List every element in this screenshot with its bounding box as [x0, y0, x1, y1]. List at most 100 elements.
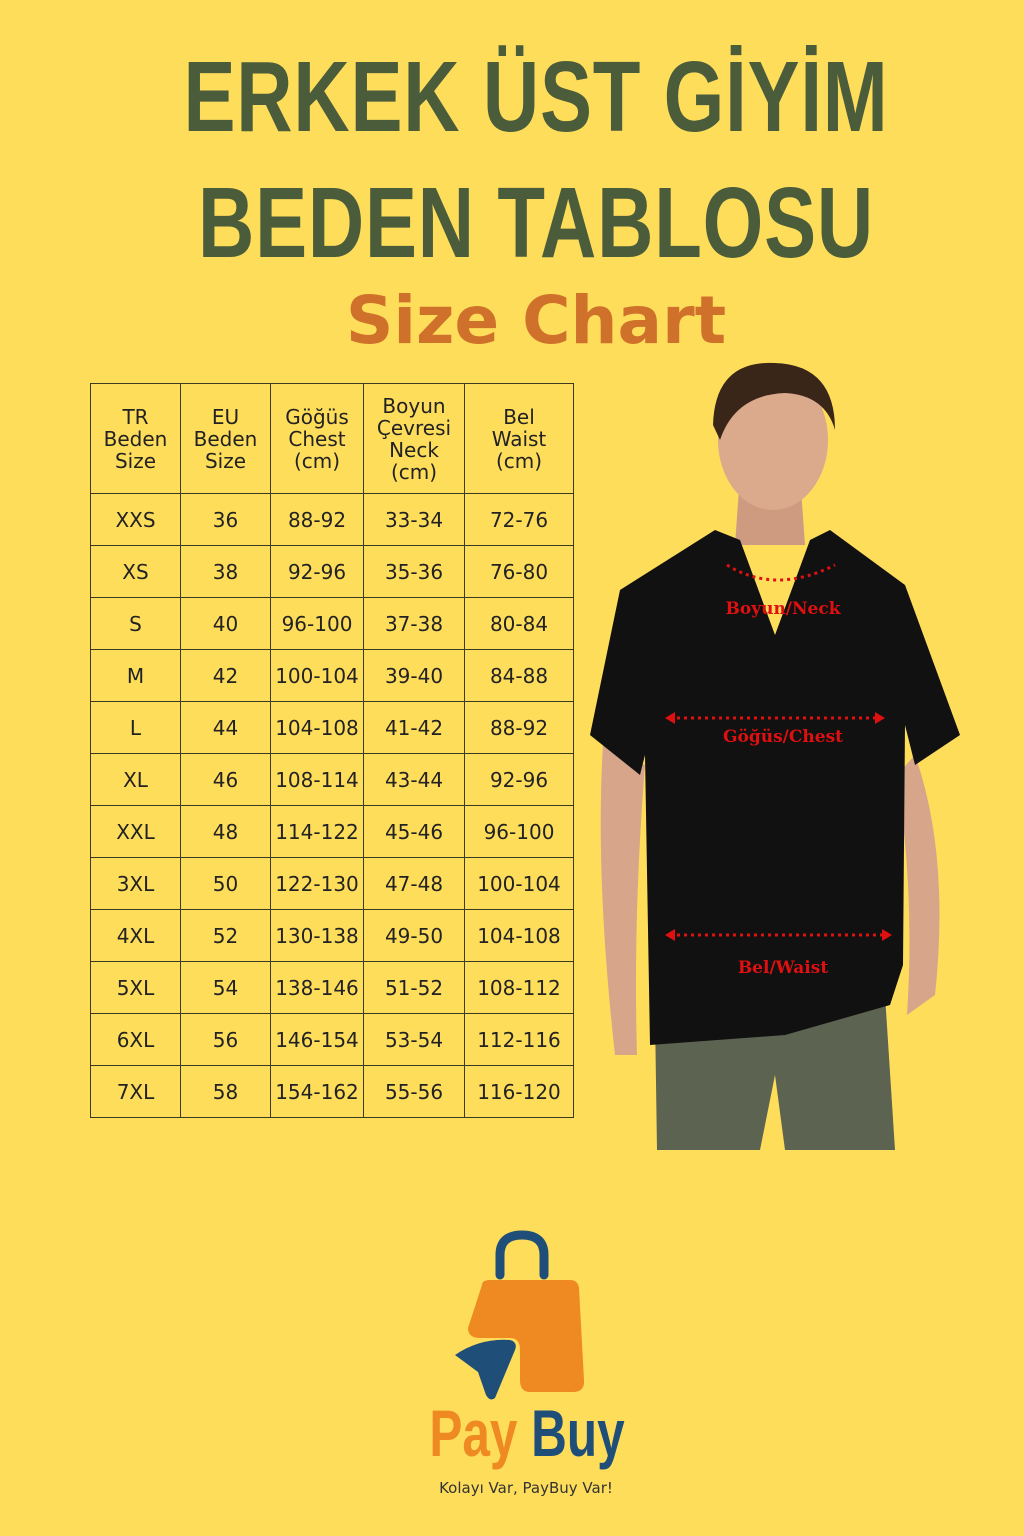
- brand-buy: Buy: [531, 1396, 625, 1470]
- table-cell: 49-50: [363, 909, 465, 962]
- table-cell: 33-34: [363, 493, 465, 546]
- table-cell: 43-44: [363, 753, 465, 806]
- header-line: (cm): [293, 448, 341, 473]
- column-header: EU Beden Size: [180, 383, 271, 494]
- table-cell: XL: [90, 753, 181, 806]
- hair: [713, 362, 835, 440]
- table-row: 6XL 56 146-154 53-54 112-116: [90, 1013, 574, 1066]
- table-cell: 42: [180, 649, 271, 702]
- table-cell: S: [90, 597, 181, 650]
- table-cell: 58: [180, 1065, 271, 1118]
- table-cell: 37-38: [363, 597, 465, 650]
- table-cell: 40: [180, 597, 271, 650]
- header-line: Chest: [288, 426, 346, 451]
- header-line: Size: [114, 448, 157, 473]
- header-line: EU: [211, 404, 240, 429]
- column-header: Boyun Çevresi Neck (cm): [363, 383, 465, 494]
- table-cell: 104-108: [464, 909, 574, 962]
- table-row: XXL 48 114-122 45-46 96-100: [90, 805, 574, 858]
- table-row: M 42 100-104 39-40 84-88: [90, 649, 574, 702]
- waist-label: Bel/Waist: [738, 958, 829, 978]
- table-cell: 41-42: [363, 701, 465, 754]
- table-row: XXS 36 88-92 33-34 72-76: [90, 493, 574, 546]
- paybuy-logo-icon: [455, 1230, 585, 1400]
- table-cell: 3XL: [90, 857, 181, 910]
- table-cell: 47-48: [363, 857, 465, 910]
- table-cell: 36: [180, 493, 271, 546]
- table-cell: 146-154: [270, 1013, 364, 1066]
- brand-pay: Pay: [429, 1396, 518, 1470]
- table-cell: 4XL: [90, 909, 181, 962]
- header-row: TR Beden Size EU Beden Size Göğüs Chest (cm) Boyu…: [90, 383, 574, 494]
- table-row: XL 46 108-114 43-44 92-96: [90, 753, 574, 806]
- subtitle: Size Chart: [345, 282, 727, 359]
- table-cell: 96-100: [464, 805, 574, 858]
- table-cell: 130-138: [270, 909, 364, 962]
- table-cell: 100-104: [270, 649, 364, 702]
- header-line: Bel: [503, 404, 535, 429]
- table-cell: 35-36: [363, 545, 465, 598]
- shirt: [590, 530, 960, 1045]
- table-cell: 44: [180, 701, 271, 754]
- table-cell: 116-120: [464, 1065, 574, 1118]
- header-line: Çevresi: [376, 415, 452, 440]
- brand-name: Pay Buy: [132, 1395, 923, 1471]
- table-row: 5XL 54 138-146 51-52 108-112: [90, 961, 574, 1014]
- table-cell: 48: [180, 805, 271, 858]
- column-header: Göğüs Chest (cm): [270, 383, 364, 494]
- header-line: Beden: [193, 426, 258, 451]
- model-image: Boyun/Neck Göğüs/Chest Bel/Waist: [590, 362, 960, 1150]
- table-cell: 92-96: [270, 545, 364, 598]
- table-row: 3XL 50 122-130 47-48 100-104: [90, 857, 574, 910]
- table-cell: XXL: [90, 805, 181, 858]
- table-cell: 72-76: [464, 493, 574, 546]
- table-cell: 122-130: [270, 857, 364, 910]
- table-cell: 55-56: [363, 1065, 465, 1118]
- table-cell: 54: [180, 961, 271, 1014]
- neck-label: Boyun/Neck: [726, 599, 842, 619]
- table-cell: 5XL: [90, 961, 181, 1014]
- header-line: Waist: [491, 426, 547, 451]
- header-line: Beden: [103, 426, 168, 451]
- table-cell: 84-88: [464, 649, 574, 702]
- table-cell: 6XL: [90, 1013, 181, 1066]
- header-line: Size: [204, 448, 247, 473]
- table-cell: 46: [180, 753, 271, 806]
- header-line: Neck: [389, 437, 439, 462]
- table-cell: 92-96: [464, 753, 574, 806]
- table-cell: 104-108: [270, 701, 364, 754]
- header-line: TR: [122, 404, 149, 429]
- table-row: 4XL 52 130-138 49-50 104-108: [90, 909, 574, 962]
- table-cell: 39-40: [363, 649, 465, 702]
- table-cell: 80-84: [464, 597, 574, 650]
- table-cell: 50: [180, 857, 271, 910]
- column-header: TR Beden Size: [90, 383, 181, 494]
- table-cell: 88-92: [270, 493, 364, 546]
- tagline: Kolayı Var, PayBuy Var!: [439, 1479, 613, 1497]
- table-row: L 44 104-108 41-42 88-92: [90, 701, 574, 754]
- head: [718, 370, 828, 510]
- title-line-2: BEDEN TABLOSU: [197, 167, 875, 279]
- title-line-1: ERKEK ÜST GİYİM: [183, 41, 889, 153]
- table-cell: 7XL: [90, 1065, 181, 1118]
- table-cell: 38: [180, 545, 271, 598]
- table-cell: 108-112: [464, 961, 574, 1014]
- table-cell: M: [90, 649, 181, 702]
- header-line: (cm): [495, 448, 543, 473]
- table-cell: 51-52: [363, 961, 465, 1014]
- table-cell: 112-116: [464, 1013, 574, 1066]
- table-cell: 76-80: [464, 545, 574, 598]
- header-line: Göğüs: [285, 404, 349, 429]
- table-cell: 52: [180, 909, 271, 962]
- header-line: (cm): [390, 459, 438, 484]
- table-cell: 56: [180, 1013, 271, 1066]
- table-cell: 100-104: [464, 857, 574, 910]
- left-arm: [600, 745, 645, 1055]
- table-cell: 96-100: [270, 597, 364, 650]
- table-cell: 138-146: [270, 961, 364, 1014]
- size-table: TR Beden Size EU Beden Size Göğüs Chest (cm) Boyu…: [90, 383, 574, 1118]
- table-cell: 53-54: [363, 1013, 465, 1066]
- table-row: S 40 96-100 37-38 80-84: [90, 597, 574, 650]
- header-line: Boyun: [382, 393, 446, 418]
- table-cell: XXS: [90, 493, 181, 546]
